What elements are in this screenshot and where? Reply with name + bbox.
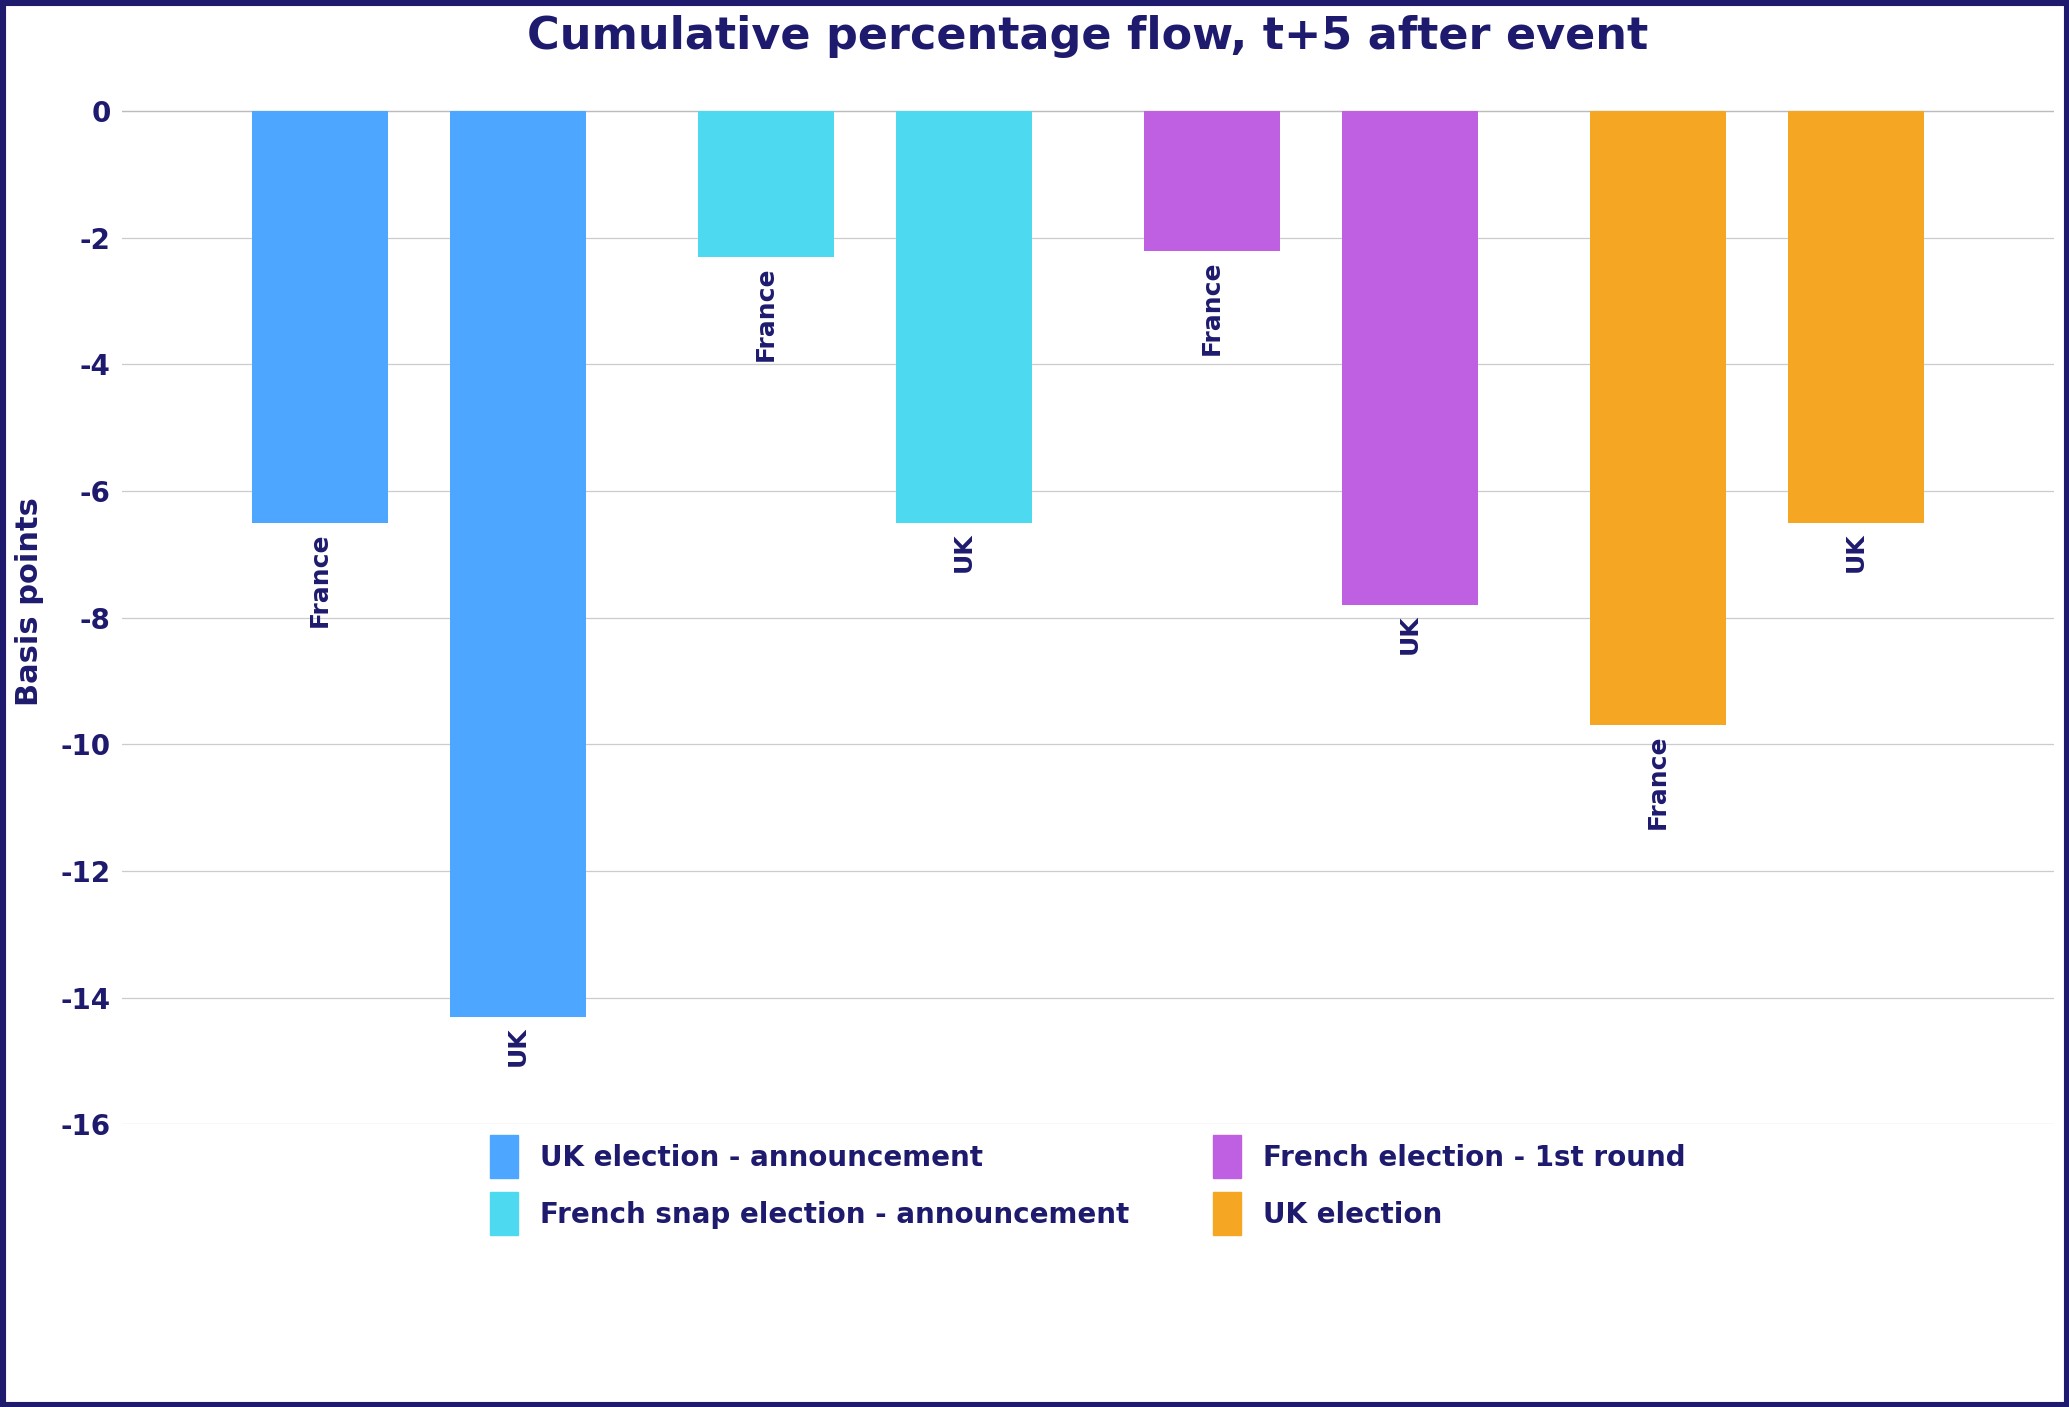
Legend: UK election - announcement, French snap election - announcement, French election: UK election - announcement, French snap … — [480, 1124, 1697, 1247]
Bar — [896, 111, 1032, 523]
Text: UK: UK — [952, 532, 977, 571]
Text: UK: UK — [1399, 615, 1421, 654]
Text: France: France — [1645, 734, 1670, 829]
Text: France: France — [1200, 260, 1223, 355]
Text: France: France — [308, 532, 331, 626]
Text: France: France — [753, 266, 778, 360]
Text: UK: UK — [507, 1026, 530, 1067]
Bar — [1788, 111, 1924, 523]
Bar — [1589, 111, 1726, 726]
Title: Cumulative percentage flow, t+5 after event: Cumulative percentage flow, t+5 after ev… — [528, 15, 1649, 58]
Bar — [252, 111, 389, 523]
Y-axis label: Basis points: Basis points — [14, 498, 43, 706]
Text: UK: UK — [1843, 532, 1868, 571]
Bar — [451, 111, 586, 1017]
Bar — [1343, 111, 1477, 605]
Bar — [697, 111, 834, 257]
Bar — [1144, 111, 1281, 250]
